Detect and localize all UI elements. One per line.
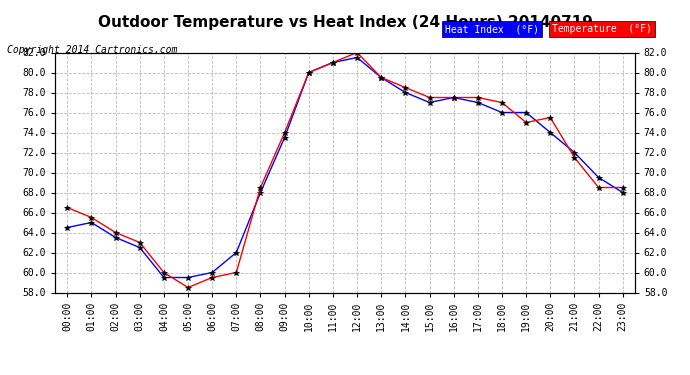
Text: Copyright 2014 Cartronics.com: Copyright 2014 Cartronics.com bbox=[7, 45, 177, 55]
Text: Heat Index  (°F): Heat Index (°F) bbox=[445, 24, 539, 34]
Text: Outdoor Temperature vs Heat Index (24 Hours) 20140719: Outdoor Temperature vs Heat Index (24 Ho… bbox=[97, 15, 593, 30]
Text: Temperature  (°F): Temperature (°F) bbox=[552, 24, 652, 34]
